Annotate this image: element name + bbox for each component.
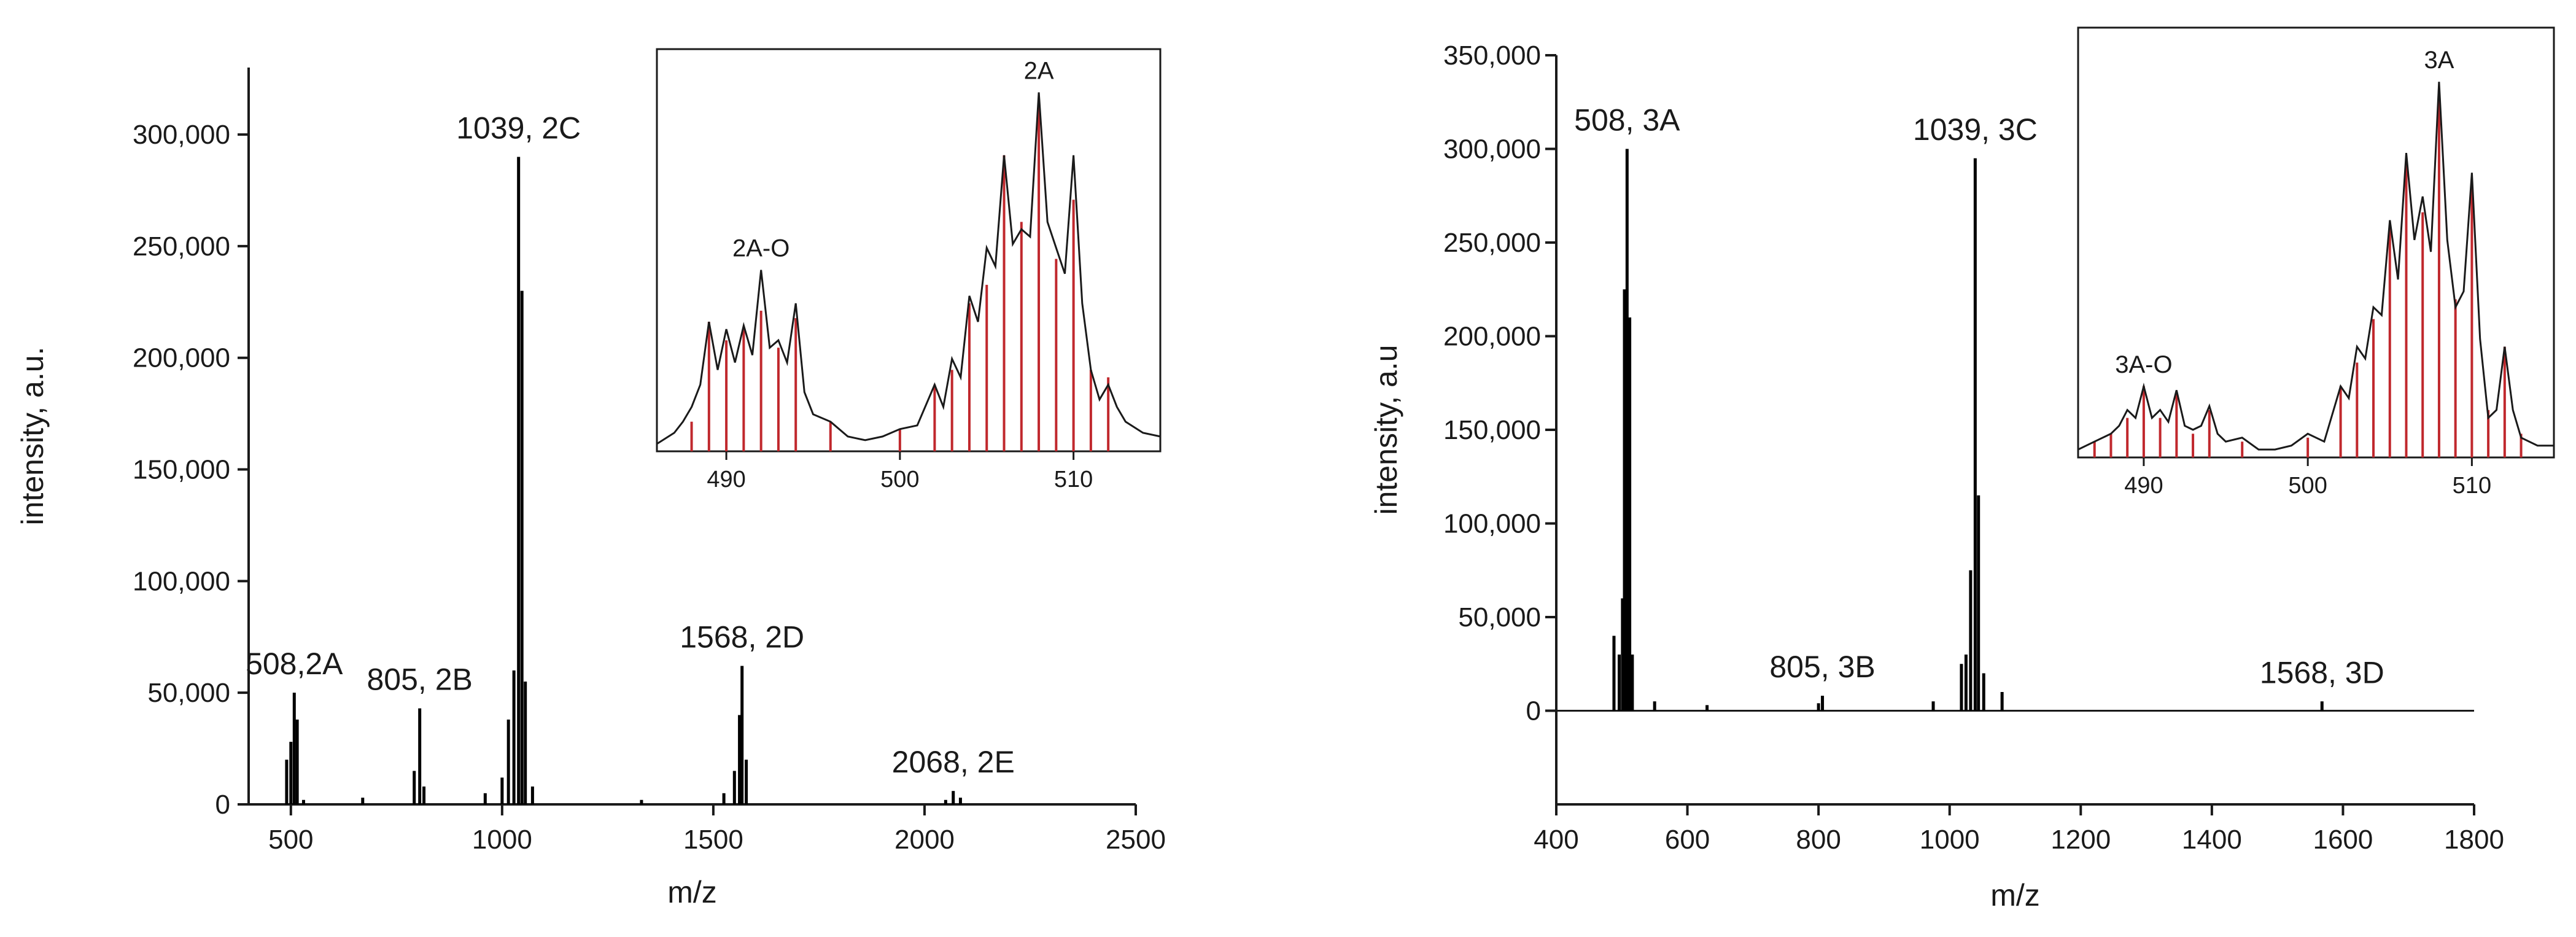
peak-label: 1039, 3C [1913, 112, 2038, 147]
x-tick-label: 800 [1796, 825, 1841, 855]
x-tick-label: 1000 [1920, 825, 1980, 855]
peak-label: 508, 3A [1574, 103, 1680, 138]
x-tick-label: 600 [1665, 825, 1710, 855]
inset-x-tick-label: 490 [2124, 473, 2163, 499]
inset-chart: 490 500 510 2A-O 2A [656, 48, 1162, 492]
x-axis-title: m/z [1990, 878, 2040, 912]
x-tick-label: 1400 [2182, 825, 2242, 855]
y-axis-title: intensity, a.u [1369, 344, 1403, 515]
inset-x-tick-label: 500 [2288, 473, 2327, 499]
inset-x-tick-label: 510 [2453, 473, 2491, 499]
x-tick-label: 2000 [894, 825, 955, 855]
inset-profile-line [2077, 82, 2554, 451]
y-tick-label: 50,000 [147, 678, 230, 708]
peak-label: 2068, 2E [892, 745, 1015, 779]
y-tick-label: 150,000 [1443, 415, 1541, 445]
y-tick-label: 250,000 [133, 231, 230, 262]
peak-label: 1039, 2C [456, 111, 581, 145]
inset-frame [2077, 26, 2555, 459]
y-tick-label: 0 [1526, 696, 1541, 726]
x-tick-label: 1200 [2050, 825, 2111, 855]
y-tick-label: 300,000 [133, 120, 230, 150]
y-tick-label: 300,000 [1443, 134, 1541, 165]
y-tick-label: 100,000 [133, 566, 230, 596]
y-tick-label: 200,000 [133, 343, 230, 373]
x-tick-label: 1000 [472, 825, 532, 855]
y-tick-label: 350,000 [1443, 41, 1541, 71]
y-tick-label: 250,000 [1443, 228, 1541, 258]
x-tick-label: 500 [268, 825, 313, 855]
x-axis-title: m/z [667, 875, 717, 909]
peak-label: 1568, 2D [680, 620, 804, 655]
x-tick-label: 1800 [2444, 825, 2504, 855]
inset-x-tick-label: 490 [707, 467, 745, 492]
x-tick-label: 2500 [1106, 825, 1166, 855]
y-tick-label: 50,000 [1458, 602, 1541, 632]
inset-peak-label: 3A-O [2115, 351, 2172, 378]
y-tick-label: 0 [215, 790, 230, 820]
inset-x-tick-label: 510 [1054, 467, 1093, 492]
inset-profile-line [656, 92, 1161, 445]
x-tick-label: 1500 [683, 825, 743, 855]
peak-label: 805, 3B [1769, 650, 1875, 684]
inset-peak-label: 2A-O [732, 235, 789, 262]
right-spectrum-chart: 0 50,000 100,000 150,000 200,000 250,000 300,0… [1369, 26, 2555, 912]
y-tick-label: 150,000 [133, 455, 230, 485]
peak-label: 805, 2B [367, 663, 472, 697]
left-spectrum-chart: 0 50,000 100,000 150,000 200,000 250,000 300,0… [15, 48, 1166, 909]
x-tick-label: 400 [1534, 825, 1578, 855]
x-tick-label: 1600 [2313, 825, 2373, 855]
y-axis-title: intensity, a.u. [15, 347, 50, 526]
inset-x-tick-label: 500 [880, 467, 919, 492]
y-tick-label: 100,000 [1443, 509, 1541, 539]
inset-frame [656, 48, 1162, 453]
inset-peak-label: 3A [2424, 47, 2454, 74]
peak-label: 1568, 3D [2260, 655, 2384, 690]
inset-chart: 490 500 510 3A-O 3A [2077, 26, 2555, 499]
inset-peak-label: 2A [1024, 57, 1054, 84]
y-tick-label: 200,000 [1443, 322, 1541, 352]
peak-label: 508,2A [246, 647, 343, 681]
